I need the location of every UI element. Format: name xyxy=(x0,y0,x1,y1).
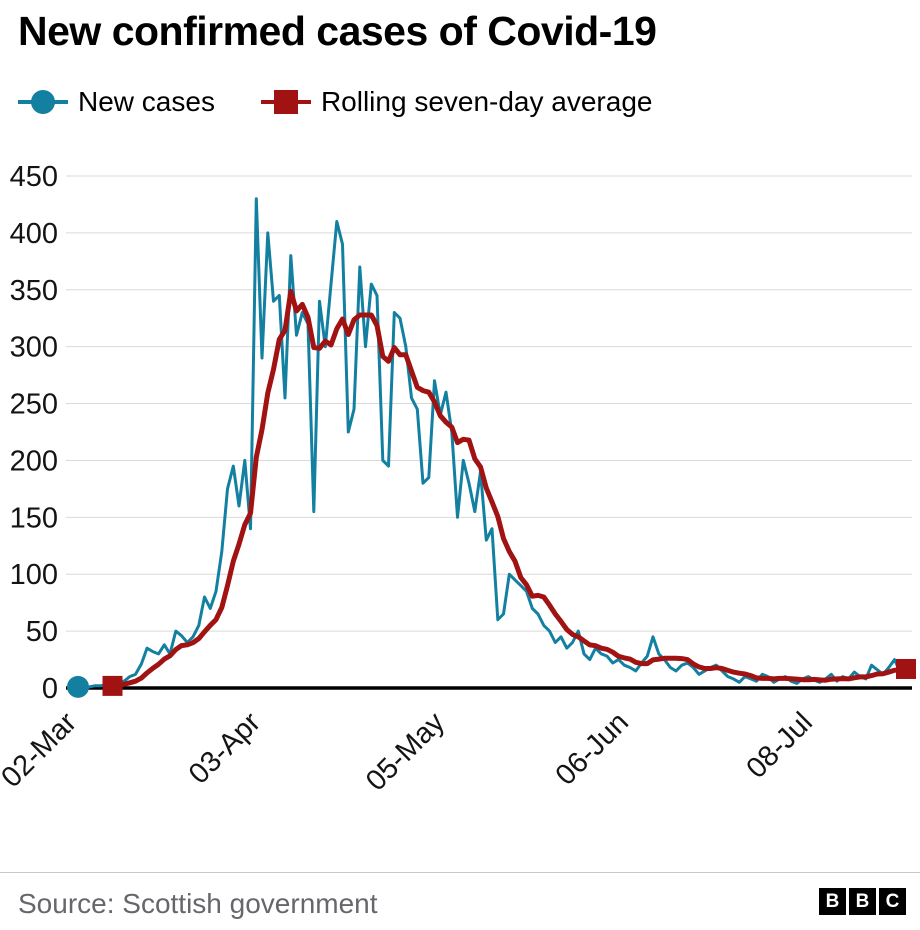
y-tick-label: 100 xyxy=(10,559,58,591)
legend-item-new-cases: New cases xyxy=(18,86,215,118)
legend-item-rolling-average: Rolling seven-day average xyxy=(260,86,653,118)
x-tick-label: 02-Mar xyxy=(0,706,83,794)
footer-divider xyxy=(0,872,920,873)
y-tick-label: 150 xyxy=(10,502,58,534)
y-tick-label: 300 xyxy=(10,332,58,364)
x-tick-label: 06-Jun xyxy=(550,706,635,791)
x-tick-label: 08-Jul xyxy=(740,706,818,784)
circle-marker-icon xyxy=(18,86,68,118)
chart-legend: New cases Rolling seven-day average xyxy=(18,86,652,118)
line-chart: 0 50 100 150 200 250 300 350 400 450 02-Mar 03-Apr 0… xyxy=(0,161,916,797)
bbc-logo-block: B xyxy=(849,888,876,915)
y-tick-label: 250 xyxy=(10,389,58,421)
page-title: New confirmed cases of Covid-19 xyxy=(18,8,657,54)
rolling-average-line xyxy=(112,288,907,689)
bbc-logo-block: C xyxy=(879,888,906,915)
y-tick-label: 0 xyxy=(42,673,58,705)
new-cases-line xyxy=(77,197,907,690)
square-marker-icon xyxy=(260,86,311,118)
x-tick-label: 05-May xyxy=(360,706,451,797)
bbc-logo-block: B xyxy=(819,888,846,915)
rolling-average-start-marker xyxy=(102,675,123,696)
y-tick-label: 400 xyxy=(10,218,58,250)
source-text: Source: Scottish government xyxy=(18,888,378,919)
y-tick-label: 350 xyxy=(10,275,58,307)
y-tick-label: 450 xyxy=(10,161,58,193)
x-tick-label: 03-Apr xyxy=(183,706,267,790)
rolling-average-end-marker xyxy=(896,658,916,679)
new-cases-start-marker xyxy=(67,675,89,698)
legend-label-rolling-average: Rolling seven-day average xyxy=(320,86,653,117)
legend-label-new-cases: New cases xyxy=(78,86,215,117)
y-tick-label: 50 xyxy=(26,616,58,648)
bbc-logo: B B C xyxy=(819,888,906,915)
y-tick-label: 200 xyxy=(10,445,58,477)
